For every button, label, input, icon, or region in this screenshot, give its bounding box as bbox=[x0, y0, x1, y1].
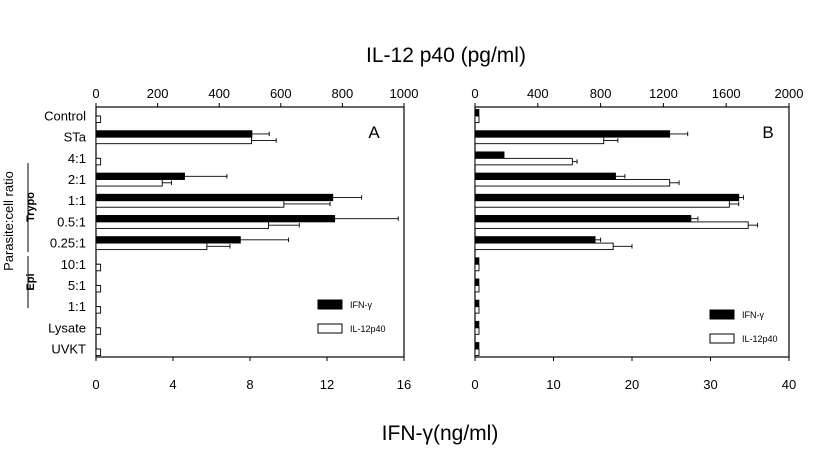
bar-il12p40 bbox=[474, 242, 614, 251]
bar-ifn-gamma bbox=[95, 215, 336, 223]
bar-il12p40 bbox=[474, 200, 730, 208]
top-tick-label: 400 bbox=[208, 86, 230, 101]
bar-il12p40 bbox=[474, 306, 480, 314]
bar-ifn-gamma bbox=[474, 278, 480, 286]
bottom-tick-label: 0 bbox=[92, 377, 99, 392]
bar-il12p40 bbox=[95, 306, 102, 314]
panel-a: 0 200 400 600 800 1000 0 4 8 12 16 A IFN-γ IL-12p40 bbox=[92, 86, 418, 392]
bar-il12p40 bbox=[474, 285, 480, 293]
group-label-epi: Epi bbox=[25, 273, 37, 290]
bottom-tick-label: 16 bbox=[397, 377, 411, 392]
bar-ifn-gamma bbox=[95, 193, 334, 202]
top-tick-label: 0 bbox=[471, 86, 478, 101]
category-label: 2:1 bbox=[68, 172, 86, 187]
bottom-tick-label: 40 bbox=[782, 377, 796, 392]
bar-ifn-gamma bbox=[474, 236, 596, 244]
bottom-tick-label: 8 bbox=[246, 377, 253, 392]
group-label-trypo: Trypo bbox=[25, 192, 37, 222]
panel-label: B bbox=[762, 123, 773, 142]
legend-label-ifn-gamma: IFN-γ bbox=[742, 310, 764, 320]
legend-label-il12p40: IL-12p40 bbox=[350, 324, 386, 334]
bottom-tick-label: 10 bbox=[546, 377, 560, 392]
bar-ifn-gamma bbox=[474, 151, 505, 159]
bar-il12p40 bbox=[474, 221, 749, 229]
top-tick-label: 1000 bbox=[390, 86, 419, 101]
bar-ifn-gamma bbox=[474, 215, 692, 223]
bar-ifn-gamma bbox=[474, 130, 671, 138]
bar-il12p40 bbox=[95, 327, 102, 335]
bar-il12p40 bbox=[95, 115, 102, 123]
legend-swatch-ifn-gamma bbox=[709, 309, 735, 320]
top-tick-label: 0 bbox=[92, 86, 99, 101]
bottom-tick-label: 12 bbox=[320, 377, 334, 392]
category-label: UVKT bbox=[51, 342, 86, 357]
legend-swatch-il12p40 bbox=[709, 333, 735, 344]
group-annotations: Trypo Epi bbox=[25, 163, 37, 308]
legend-label-il12p40: IL-12p40 bbox=[742, 334, 778, 344]
top-tick-label: 2000 bbox=[775, 86, 804, 101]
bar-ifn-gamma bbox=[474, 172, 616, 180]
bar-il12p40 bbox=[474, 348, 480, 356]
bar-il12p40 bbox=[95, 221, 269, 229]
bar-ifn-gamma bbox=[95, 130, 253, 138]
top-tick-label: 800 bbox=[332, 86, 354, 101]
bottom-tick-label: 30 bbox=[703, 377, 717, 392]
category-label: 0.5:1 bbox=[57, 214, 86, 229]
legend-swatch-il12p40 bbox=[317, 323, 343, 334]
bar-il12p40 bbox=[95, 263, 102, 272]
bar-il12p40 bbox=[95, 179, 163, 187]
bottom-axis-title: IFN-γ(ng/ml) bbox=[382, 422, 499, 445]
category-label: Control bbox=[44, 109, 86, 124]
panel-label: A bbox=[368, 123, 380, 142]
bar-il12p40 bbox=[474, 263, 480, 272]
bar-ifn-gamma bbox=[474, 257, 480, 265]
bottom-tick-label: 0 bbox=[471, 377, 478, 392]
bar-il12p40 bbox=[95, 242, 208, 251]
bar-ifn-gamma bbox=[474, 193, 740, 202]
category-label: Lysate bbox=[48, 320, 86, 335]
category-labels: Control STa 4:1 2:1 1:1 0.5:1 0.25:1 10:1 5:1 1:1… bbox=[44, 109, 87, 357]
plot-frame bbox=[95, 106, 405, 358]
bar-il12p40 bbox=[474, 115, 480, 123]
bar-il12p40 bbox=[474, 136, 605, 145]
bar-il12p40 bbox=[474, 327, 480, 335]
y-axis-title: Parasite:cell ratio bbox=[1, 171, 16, 271]
bar-il12p40 bbox=[95, 136, 252, 145]
top-tick-label: 600 bbox=[270, 86, 292, 101]
top-tick-label: 400 bbox=[527, 86, 549, 101]
bar-il12p40 bbox=[474, 179, 671, 187]
bar-il12p40 bbox=[95, 157, 102, 166]
bar-il12p40 bbox=[95, 285, 102, 293]
category-label: 1:1 bbox=[68, 299, 86, 314]
panel-b: 0 400 800 1200 1600 2000 0 10 20 30 40 B IFN-γ IL-12p… bbox=[471, 86, 803, 392]
bar-ifn-gamma bbox=[474, 342, 480, 350]
bar-il12p40 bbox=[474, 157, 573, 166]
top-axis-title: IL-12 p40 (pg/ml) bbox=[366, 44, 526, 67]
bar-ifn-gamma bbox=[474, 320, 480, 329]
legend-label-ifn-gamma: IFN-γ bbox=[350, 300, 372, 310]
top-tick-label: 800 bbox=[590, 86, 612, 101]
bar-ifn-gamma bbox=[95, 172, 185, 180]
bar-il12p40 bbox=[95, 348, 102, 356]
bar-il12p40 bbox=[95, 200, 285, 208]
bottom-tick-label: 20 bbox=[625, 377, 639, 392]
legend-swatch-ifn-gamma bbox=[317, 299, 343, 310]
category-label: 10:1 bbox=[61, 257, 86, 272]
bar-ifn-gamma bbox=[474, 109, 480, 117]
top-tick-label: 1600 bbox=[712, 86, 741, 101]
top-tick-label: 200 bbox=[147, 86, 169, 101]
bar-ifn-gamma bbox=[474, 299, 480, 308]
top-tick-label: 1200 bbox=[649, 86, 678, 101]
bar-ifn-gamma bbox=[95, 236, 241, 244]
category-label: 4:1 bbox=[68, 151, 86, 166]
category-label: STa bbox=[64, 130, 87, 145]
category-label: 5:1 bbox=[68, 278, 86, 293]
category-label: 1:1 bbox=[68, 193, 86, 208]
bottom-tick-label: 4 bbox=[169, 377, 176, 392]
category-label: 0.25:1 bbox=[50, 236, 86, 251]
